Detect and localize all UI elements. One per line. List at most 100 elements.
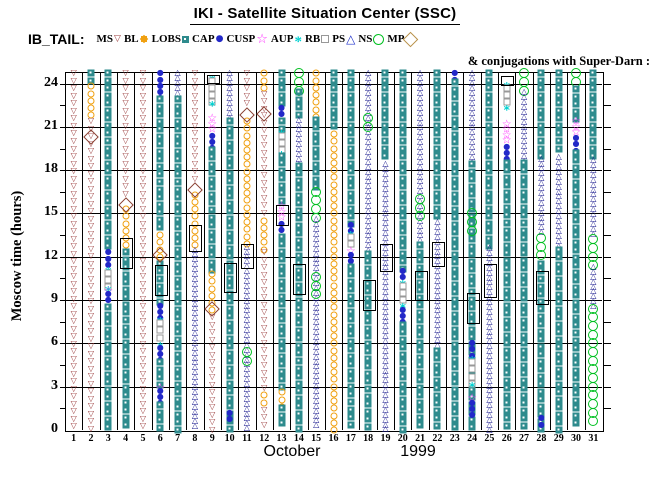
lobs-symbol [468,265,476,273]
lobs-symbol [156,110,164,118]
lobs-symbol [451,116,459,124]
lobs-symbol [537,137,545,145]
rb-symbol [208,91,216,99]
lobs-symbol [347,175,355,183]
lobs-symbol [278,92,286,100]
lobs-symbol [208,176,216,184]
lobs-symbol [537,313,545,321]
lobs-symbol [347,129,355,137]
bl-symbol [330,289,337,297]
y-tick-label: 6 [51,334,58,350]
lobs-symbol [555,351,563,359]
bl-symbol [191,212,199,220]
y-minor-tick-left [60,170,65,172]
lobs-symbol [451,198,459,206]
lobs-symbol [364,280,372,288]
legend-item-mp: MP [387,31,419,47]
lobs-symbol [503,332,511,340]
lobs-symbol [295,229,303,237]
lobs-symbol [520,399,528,407]
legend-item-label: BL [123,33,139,45]
legend-item-label: MS [96,33,114,45]
lobs-symbol [572,314,580,322]
lobs-symbol [433,129,441,137]
bl-glyph [140,35,149,44]
lobs-symbol [537,320,545,328]
lobs-symbol [555,358,563,366]
lobs-symbol [416,309,424,317]
bl-symbol [243,225,251,233]
lobs-symbol [156,366,164,374]
bl-symbol [208,277,216,285]
lobs-symbol [399,152,407,160]
lobs-symbol [347,375,355,383]
lobs-symbol [555,381,563,389]
lobs-symbol [468,303,476,311]
lobs-symbol [572,389,580,397]
lobs-symbol [87,69,95,77]
lobs-symbol [485,212,493,220]
lobs-symbol [156,290,164,298]
x-day-label: 10 [224,433,235,444]
lobs-symbol [208,229,216,237]
lobs-symbol [226,305,234,313]
lobs-symbol [537,395,545,403]
lobs-symbol [503,309,511,317]
ms-glyph: ▽ [114,33,121,44]
lobs-symbol [399,351,407,359]
lobs-symbol [537,425,545,433]
bl-symbol [243,132,251,140]
lobs-symbol [416,286,424,294]
lobs-symbol [174,163,182,171]
lobs-symbol [122,369,130,377]
lobs-symbol [174,110,182,118]
bl-symbol [330,166,337,174]
lobs-symbol [295,184,303,192]
lobs-symbol [537,107,545,115]
lobs-symbol [278,167,286,175]
lobs-symbol [174,201,182,209]
gridline-v [134,72,136,430]
conjugation-box [414,271,428,301]
lobs-symbol [485,235,493,243]
lobs-symbol [433,160,441,168]
lobs-symbol [468,243,476,251]
lobs-symbol [416,324,424,332]
lobs-symbol [381,99,389,107]
bl-symbol [312,91,320,99]
lobs-symbol [364,317,372,325]
lobs-symbol [485,107,493,115]
lobs-symbol [572,261,580,269]
bl-symbol [243,211,251,219]
lobs-symbol [503,392,511,400]
lobs-symbol [589,137,597,145]
bl-symbol [243,124,251,132]
lobs-symbol [278,345,286,353]
lobs-symbol [572,291,580,299]
lobs-symbol [537,99,545,107]
lobs-symbol [399,197,407,205]
lobs-symbol [589,77,597,85]
lobs-symbol [537,129,545,137]
lobs-symbol [555,145,563,152]
x-day-label: 1 [71,433,77,444]
bl-symbol [312,77,320,85]
lobs-symbol [451,101,459,109]
lobs-symbol [555,298,563,306]
lobs-symbol [433,414,441,422]
lobs-symbol [347,84,355,92]
lobs-symbol [278,174,286,182]
legend-item-label: CAP [191,33,215,45]
lobs-symbol [104,152,112,160]
x-day-label: 4 [123,433,129,444]
lobs-symbol [295,319,303,327]
lobs-symbol [399,227,407,235]
lobs-symbol [451,318,459,326]
lobs-symbol [485,122,493,130]
lobs-symbol [451,281,459,289]
gridline-v [186,72,188,430]
lobs-symbol [208,191,216,199]
x-day-label: 30 [571,433,582,444]
lobs-symbol [295,312,303,320]
